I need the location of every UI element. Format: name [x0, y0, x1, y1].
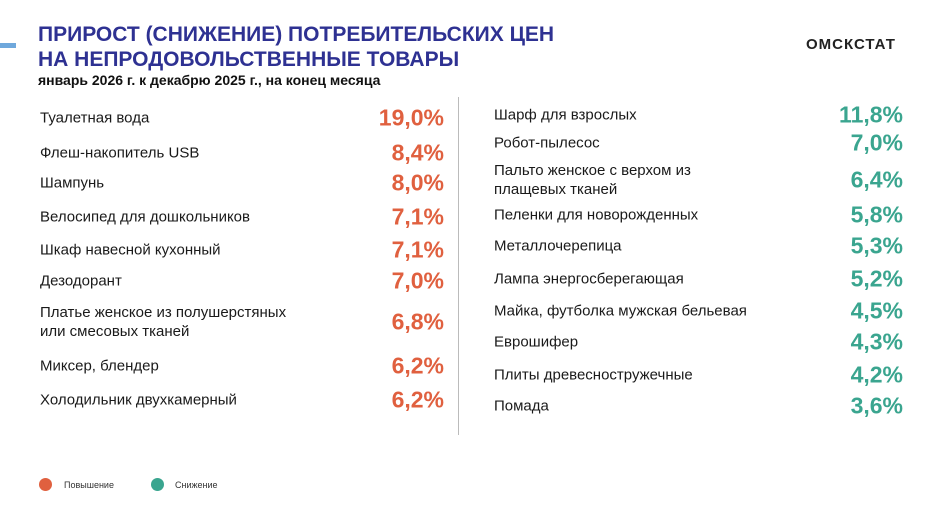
item-value: 5,8%	[850, 201, 903, 228]
divider	[458, 97, 459, 435]
item-name: Металлочерепица	[494, 237, 622, 255]
item-value: 7,0%	[391, 267, 444, 294]
item-name: Майка, футболка мужская бельевая	[494, 302, 747, 320]
item-name: Шкаф навесной кухонный	[40, 241, 221, 259]
subtitle: январь 2026 г. к декабрю 2025 г., на кон…	[38, 72, 381, 88]
item-value: 4,3%	[850, 328, 903, 355]
item-name: Плиты древесностружечные	[494, 366, 693, 384]
item-value: 7,0%	[850, 129, 903, 156]
legend-label: Повышение	[64, 480, 114, 490]
title-line: НА НЕПРОДОВОЛЬСТВЕННЫЕ ТОВАРЫ	[38, 48, 460, 71]
item-name: Флеш-накопитель USB	[40, 144, 200, 162]
item-name: Робот-пылесос	[494, 134, 600, 152]
legend-label: Снижение	[175, 480, 218, 490]
item-value: 6,8%	[391, 308, 444, 335]
item-value: 7,1%	[391, 203, 444, 230]
item-value: 4,5%	[850, 297, 903, 324]
item-value: 8,0%	[391, 169, 444, 196]
item-name: Шампунь	[40, 174, 105, 192]
item-name: Шарф для взрослых	[494, 106, 637, 124]
item-name: Туалетная вода	[40, 109, 150, 127]
item-value: 5,3%	[850, 232, 903, 259]
item-value: 19,0%	[378, 104, 444, 131]
item-value: 5,2%	[850, 265, 903, 292]
item-name: Пальто женское с верхом из плащевых ткан…	[494, 162, 691, 198]
accent-bar	[0, 43, 16, 48]
item-name: Велосипед для дошкольников	[40, 208, 250, 226]
item-name: Платье женское из полушерстяных или смес…	[40, 304, 287, 340]
item-value: 6,2%	[391, 352, 444, 379]
item-value: 6,4%	[850, 166, 903, 193]
item-value: 7,1%	[391, 236, 444, 263]
title-line: ПРИРОСТ (СНИЖЕНИЕ) ПОТРЕБИТЕЛЬСКИХ ЦЕН	[38, 23, 555, 46]
item-name: Пеленки для новорожденных	[494, 206, 699, 224]
item-value: 6,2%	[391, 386, 444, 413]
legend-dot	[151, 478, 164, 491]
title: ПРИРОСТ (СНИЖЕНИЕ) ПОТРЕБИТЕЛЬСКИХ ЦЕН Н…	[38, 22, 554, 72]
item-name: Помада	[494, 397, 549, 415]
brand: ОМСКСТАТ	[806, 36, 896, 53]
item-name: Холодильник двухкамерный	[40, 391, 237, 409]
legend-dot	[39, 478, 52, 491]
item-value: 8,4%	[391, 139, 444, 166]
item-value: 11,8%	[839, 101, 903, 128]
item-name: Еврошифер	[494, 333, 579, 351]
item-value: 3,6%	[850, 392, 903, 419]
item-name: Дезодорант	[40, 272, 122, 290]
item-value: 4,2%	[850, 361, 903, 388]
item-name: Лампа энергосберегающая	[494, 270, 684, 288]
item-name: Миксер, блендер	[40, 357, 159, 375]
